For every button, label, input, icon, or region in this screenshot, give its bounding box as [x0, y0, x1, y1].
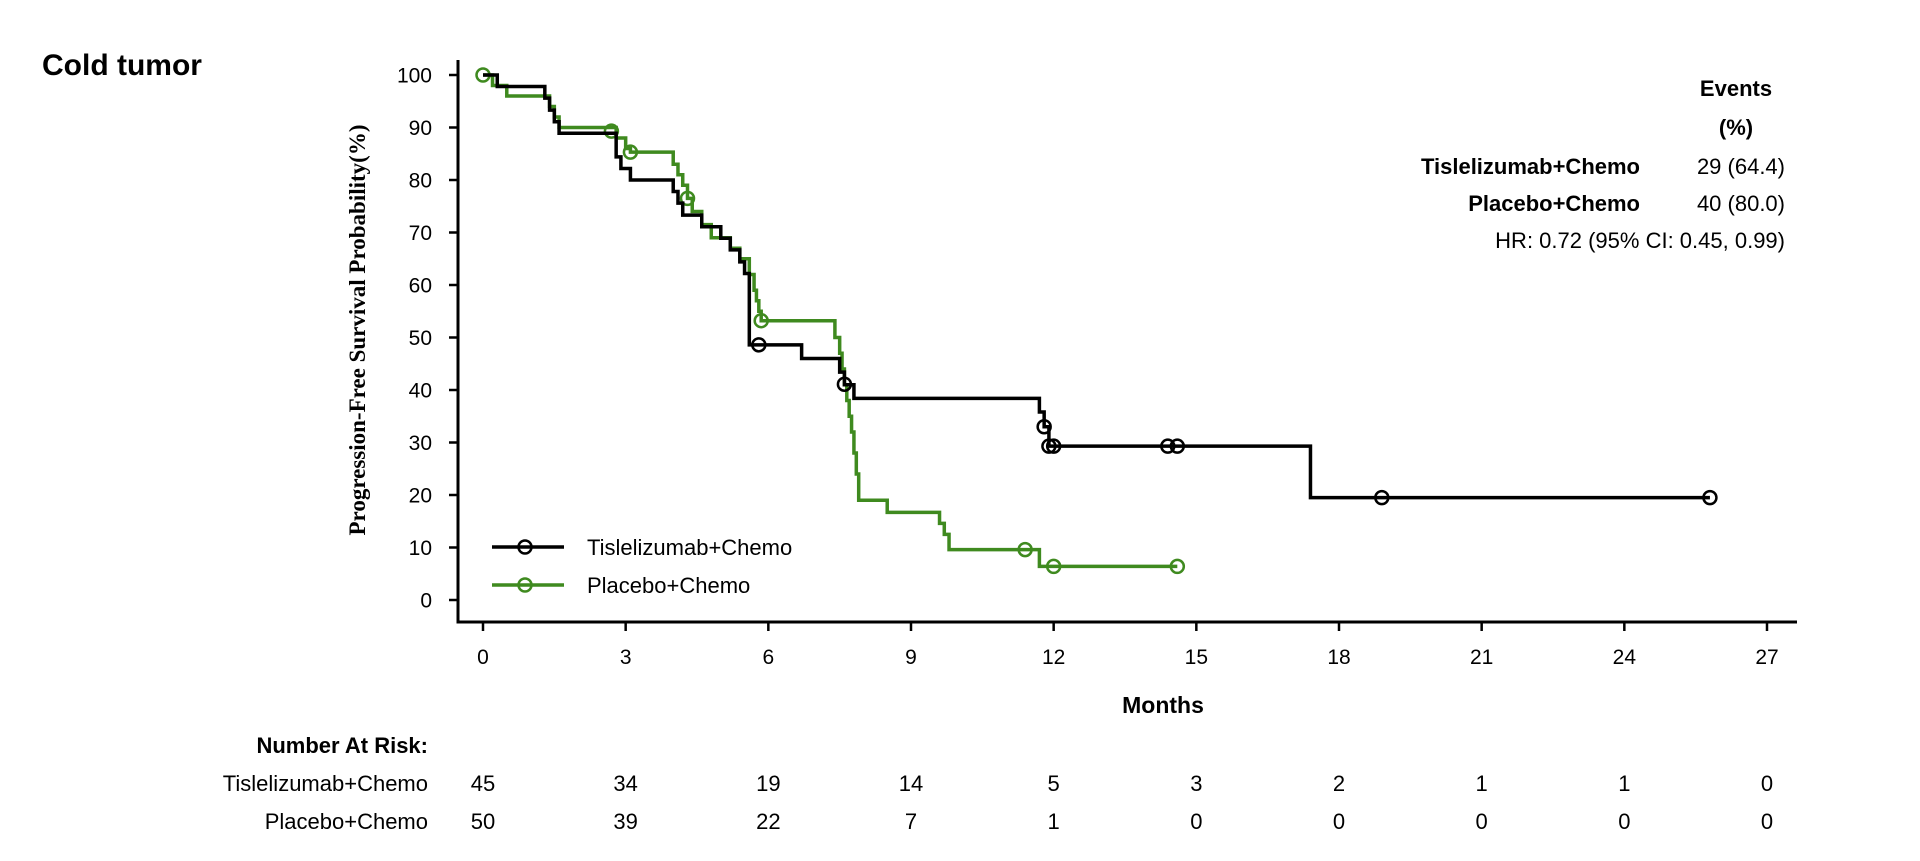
censor-mark-placebo	[622, 144, 639, 160]
risk-value: 0	[1618, 809, 1630, 834]
risk-value: 0	[1761, 809, 1773, 834]
censor-mark-treatment	[1036, 419, 1052, 435]
legend-label-placebo: Placebo+Chemo	[587, 573, 750, 598]
x-tick-label: 12	[1042, 646, 1065, 669]
events-row-placebo-value: 40 (80.0)	[1697, 191, 1785, 216]
panel-title: Cold tumor	[42, 49, 202, 82]
km-line-treatment	[483, 73, 1710, 500]
y-tick-label: 40	[409, 380, 432, 403]
x-tick-label: 21	[1470, 646, 1493, 669]
censor-mark-treatment	[1374, 489, 1390, 506]
legend: Tislelizumab+Chemo Placebo+Chemo	[492, 535, 792, 598]
risk-value: 1	[1048, 809, 1060, 834]
censor-mark-placebo	[603, 123, 620, 139]
risk-value: 22	[756, 809, 780, 834]
events-header: Events	[1700, 76, 1772, 101]
axes: 0 10 20 30 40 50 60 70 80 90 100 0 3 6 9 12 15 18 21 24 27	[397, 60, 1797, 669]
censor-mark-treatment	[836, 376, 853, 392]
risk-value: 0	[1761, 771, 1773, 796]
risk-value: 3	[1190, 771, 1202, 796]
censor-mark-placebo	[1045, 558, 1062, 575]
legend-marker-placebo	[517, 577, 533, 593]
x-tick-label: 9	[905, 646, 917, 669]
y-tick-label: 50	[409, 327, 432, 350]
y-tick-label: 10	[409, 537, 432, 560]
hazard-ratio: HR: 0.72 (95% CI: 0.45, 0.99)	[1495, 228, 1785, 253]
risk-table: Number At Risk: Tislelizumab+Chemo Place…	[223, 733, 1773, 834]
events-row-treatment-value: 29 (64.4)	[1697, 154, 1785, 179]
legend-label-treatment: Tislelizumab+Chemo	[587, 535, 792, 560]
censor-mark-treatment	[1169, 438, 1186, 454]
risk-table-title: Number At Risk:	[256, 733, 428, 758]
x-tick-label: 24	[1613, 646, 1637, 669]
censor-mark-placebo	[679, 190, 696, 207]
risk-value: 34	[613, 771, 637, 796]
events-header-unit: (%)	[1719, 115, 1753, 140]
censor-mark-treatment	[1045, 438, 1062, 454]
events-row-placebo-name: Placebo+Chemo	[1468, 191, 1640, 216]
x-tick-label: 27	[1755, 646, 1778, 669]
risk-value: 5	[1048, 771, 1060, 796]
censor-mark-placebo	[753, 312, 769, 329]
risk-row-treatment-name: Tislelizumab+Chemo	[223, 771, 428, 796]
risk-value: 0	[1333, 809, 1345, 834]
x-tick-label: 18	[1327, 646, 1350, 669]
km-line-placebo	[483, 73, 1178, 569]
censor-mark-treatment	[1041, 438, 1057, 454]
censor-mark-treatment	[751, 337, 767, 353]
risk-value: 19	[756, 771, 780, 796]
y-axis-label: Progression-Free Survival Probability(%)	[345, 125, 370, 536]
censor-mark-placebo	[1169, 558, 1186, 575]
events-row-treatment-name: Tislelizumab+Chemo	[1421, 154, 1640, 179]
risk-value: 50	[471, 809, 495, 834]
x-axis-label: Months	[1122, 692, 1204, 718]
censor-mark-treatment	[1702, 489, 1718, 506]
x-tick-label: 0	[477, 646, 489, 669]
risk-value: 1	[1476, 771, 1488, 796]
y-tick-label: 0	[420, 590, 432, 613]
risk-value: 39	[613, 809, 637, 834]
risk-value: 0	[1476, 809, 1488, 834]
y-tick-label: 80	[409, 170, 432, 193]
y-tick-label: 70	[409, 222, 432, 245]
y-tick-label: 30	[409, 432, 432, 455]
x-tick-label: 6	[762, 646, 774, 669]
x-tick-label: 3	[620, 646, 632, 669]
risk-value: 45	[471, 771, 495, 796]
km-curves	[475, 67, 1718, 575]
risk-value: 0	[1190, 809, 1202, 834]
legend-marker-treatment	[517, 539, 533, 555]
censor-mark-placebo	[1017, 541, 1033, 558]
y-tick-label: 20	[409, 485, 432, 508]
y-tick-label: 100	[397, 65, 432, 88]
risk-value: 14	[899, 771, 923, 796]
y-tick-label: 90	[409, 117, 432, 140]
risk-value: 7	[905, 809, 917, 834]
risk-value: 1	[1618, 771, 1630, 796]
risk-row-placebo-name: Placebo+Chemo	[265, 809, 428, 834]
censor-mark-treatment	[1160, 438, 1176, 454]
risk-value: 2	[1333, 771, 1345, 796]
events-table: Events (%) Tislelizumab+Chemo 29 (64.4) …	[1421, 76, 1785, 253]
x-tick-label: 15	[1185, 646, 1208, 669]
y-tick-label: 60	[409, 275, 432, 298]
